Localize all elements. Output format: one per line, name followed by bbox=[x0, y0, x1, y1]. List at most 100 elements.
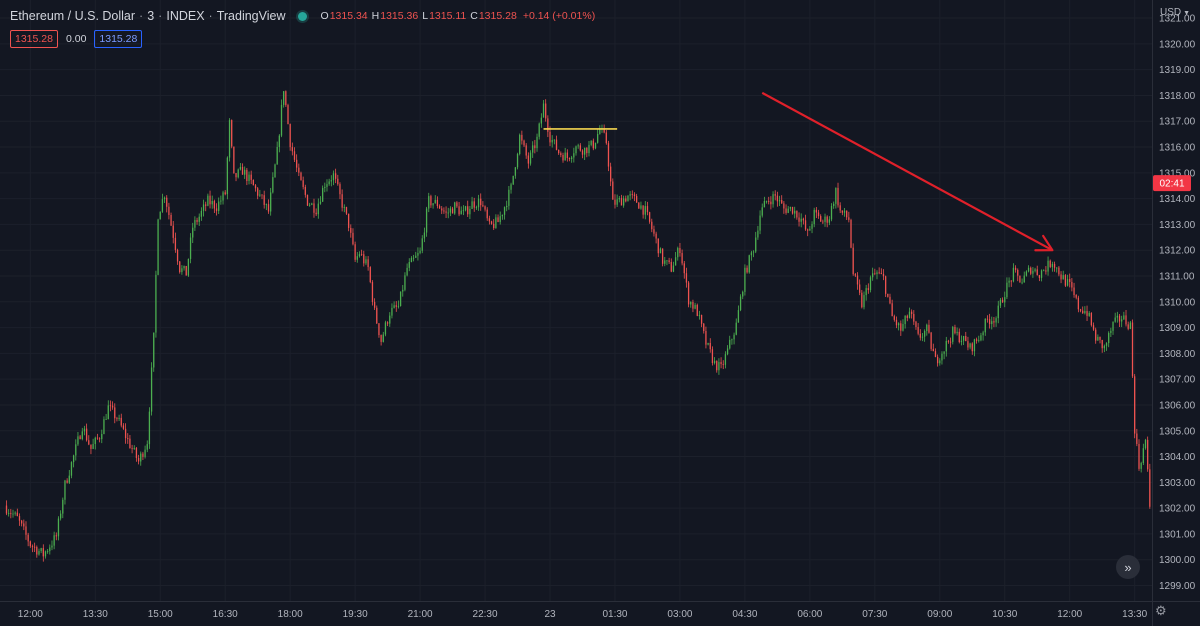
candle-body bbox=[469, 208, 471, 215]
candle-body bbox=[1144, 439, 1147, 449]
candle-body bbox=[932, 348, 934, 352]
candle-body bbox=[726, 348, 729, 355]
candle-body bbox=[244, 169, 246, 175]
gear-icon[interactable]: ⚙ bbox=[1155, 603, 1167, 618]
candle-body bbox=[837, 187, 839, 206]
candle-body bbox=[265, 204, 267, 205]
interval[interactable]: 3 bbox=[147, 9, 155, 23]
candle-body bbox=[872, 273, 874, 278]
candle-body bbox=[553, 139, 555, 141]
candle-body bbox=[486, 209, 488, 219]
candle-body bbox=[140, 453, 142, 462]
ask-button[interactable]: 1315.28 bbox=[94, 30, 143, 48]
candle-body bbox=[146, 444, 148, 450]
candle-body bbox=[921, 336, 924, 338]
candle-body bbox=[536, 136, 538, 149]
candle-body bbox=[965, 336, 967, 342]
candle-body bbox=[137, 458, 140, 462]
candle-body bbox=[1053, 263, 1056, 268]
candle-body bbox=[910, 311, 913, 315]
symbol-name[interactable]: Ethereum / U.S. Dollar bbox=[10, 9, 136, 23]
candle-body bbox=[501, 214, 504, 217]
double-chevron-right-icon[interactable]: » bbox=[1116, 555, 1140, 579]
candle-body bbox=[722, 364, 724, 365]
candle-body bbox=[731, 339, 733, 341]
candle-body bbox=[733, 334, 735, 340]
price-tick-label: 1307.00 bbox=[1159, 375, 1196, 386]
candle-body bbox=[324, 186, 326, 188]
candle-body bbox=[185, 265, 187, 276]
candle-body bbox=[874, 273, 876, 275]
candle-body bbox=[1032, 270, 1034, 274]
candle-body bbox=[291, 147, 293, 152]
candle-body bbox=[949, 341, 952, 343]
candle-body bbox=[811, 224, 813, 229]
candle-body bbox=[380, 335, 382, 342]
candle-body bbox=[196, 220, 198, 222]
candle-body bbox=[72, 455, 75, 463]
candle-body bbox=[594, 142, 597, 149]
candle-body bbox=[183, 265, 185, 269]
candle-body bbox=[724, 354, 727, 365]
candle-body bbox=[317, 203, 319, 215]
candle-body bbox=[926, 324, 928, 332]
candle-body bbox=[629, 194, 631, 196]
candle-body bbox=[527, 155, 530, 164]
candle-body bbox=[55, 535, 57, 537]
candle-body bbox=[969, 343, 971, 348]
candle-body bbox=[395, 305, 397, 307]
market-status-icon[interactable] bbox=[297, 11, 307, 21]
candle-body bbox=[586, 147, 588, 154]
candle-body bbox=[367, 259, 369, 268]
candle-body bbox=[40, 548, 42, 552]
candle-body bbox=[633, 194, 636, 197]
candle-body bbox=[1060, 274, 1062, 280]
candle-body bbox=[38, 551, 40, 555]
countdown-badge bbox=[1153, 175, 1191, 192]
candle-body bbox=[939, 360, 941, 364]
candle-body bbox=[696, 304, 698, 316]
candle-body bbox=[573, 153, 575, 158]
candle-body bbox=[1051, 263, 1054, 267]
candle-body bbox=[436, 199, 439, 207]
candle-body bbox=[341, 194, 343, 208]
candle-body bbox=[302, 180, 304, 187]
candle-body bbox=[1047, 260, 1049, 272]
candle-body bbox=[568, 158, 571, 159]
candle-body bbox=[397, 306, 400, 307]
candle-body bbox=[1101, 339, 1103, 349]
candle-body bbox=[345, 206, 348, 214]
candle-body bbox=[902, 324, 904, 331]
candle-body bbox=[893, 316, 895, 320]
candle-body bbox=[267, 204, 270, 212]
candle-body bbox=[835, 187, 837, 204]
candle-body bbox=[631, 194, 633, 195]
candle-body bbox=[207, 195, 209, 206]
candle-body bbox=[326, 184, 328, 187]
close-number: 1315.28 bbox=[478, 10, 517, 22]
candle-body bbox=[997, 305, 999, 319]
candle-body bbox=[155, 274, 157, 333]
candle-body bbox=[564, 152, 566, 161]
candle-body bbox=[8, 513, 10, 515]
candle-body bbox=[612, 181, 614, 200]
candle-body bbox=[211, 201, 213, 205]
candle-body bbox=[839, 205, 841, 211]
candle-body bbox=[672, 265, 675, 272]
candle-body bbox=[512, 175, 514, 185]
time-tick-label: 06:00 bbox=[797, 609, 822, 620]
candle-body bbox=[423, 232, 426, 239]
candle-body bbox=[945, 340, 947, 352]
candle-body bbox=[988, 319, 991, 325]
price-tick-label: 1306.00 bbox=[1159, 400, 1196, 411]
candle-body bbox=[737, 310, 740, 323]
candle-body bbox=[246, 169, 248, 182]
data-source: TradingView bbox=[216, 9, 286, 23]
candle-body bbox=[581, 150, 584, 155]
price-tick-label: 1318.00 bbox=[1159, 91, 1196, 102]
bid-button[interactable]: 1315.28 bbox=[10, 30, 58, 48]
open-label: O bbox=[320, 10, 329, 22]
currency-selector[interactable]: USD ▼ bbox=[1160, 7, 1190, 18]
candle-body bbox=[936, 356, 939, 364]
